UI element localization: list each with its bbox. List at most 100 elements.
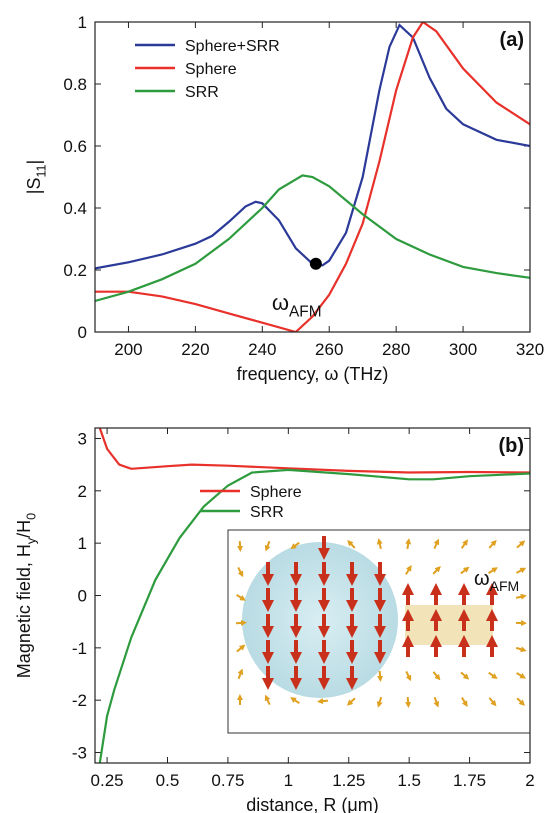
inset-arrow [317, 698, 329, 705]
inset-arrow [488, 697, 497, 707]
y-tick-label: 0.2 [63, 261, 87, 280]
x-tick-label: 1.75 [453, 771, 486, 790]
label-part: AFM [490, 578, 520, 594]
inset-arrow [376, 538, 383, 550]
inset-arrow [516, 672, 527, 679]
series-line [95, 22, 530, 332]
label-part: | [24, 160, 44, 165]
y-tick-label: 0.6 [63, 137, 87, 156]
inset-arrow [432, 671, 441, 681]
legend-label: Sphere [250, 484, 302, 501]
inset-arrow [460, 566, 470, 575]
x-tick-label: 2 [525, 771, 534, 790]
label-part: ω [474, 568, 490, 590]
plot-area [95, 22, 530, 332]
series-line [95, 23, 530, 270]
y-tick-label: -3 [72, 744, 87, 763]
legend-label: SRR [250, 504, 284, 521]
inset-arrow [488, 539, 497, 549]
y-tick-label: 0.4 [63, 199, 87, 218]
y-axis-title: Magnetic field, Hy/H0 [14, 513, 38, 678]
inset-arrow [461, 697, 468, 707]
inset-arrow [488, 671, 498, 680]
y-tick-label: -1 [72, 639, 87, 658]
y-tick-label: 0.8 [63, 75, 87, 94]
x-tick-label: 240 [248, 340, 276, 359]
inset-arrow [515, 593, 527, 600]
inset-arrow [376, 696, 383, 708]
inset-sphere [242, 542, 398, 698]
inset-arrow [405, 538, 412, 550]
inset-arrow [237, 566, 244, 578]
y-axis-title: |S11| [24, 160, 48, 194]
plot-area [98, 428, 530, 763]
inset-arrow [236, 644, 246, 653]
x-tick-label: 220 [181, 340, 209, 359]
inset-arrow [237, 668, 244, 680]
label-part: Magnetic field, H [14, 544, 34, 678]
legend-label: SRR [185, 84, 219, 101]
legend-label: Sphere+SRR [185, 38, 280, 55]
inset-arrow [236, 594, 246, 601]
inset-arrow [346, 697, 356, 706]
series-line [95, 174, 530, 303]
x-axis-title: distance, R (μm) [246, 795, 378, 813]
inset-arrow [516, 697, 526, 706]
x-tick-label: 1.5 [397, 771, 421, 790]
inset-srr [405, 605, 493, 645]
label-part: ω [272, 290, 289, 315]
x-axis-title: frequency, ω (THz) [237, 364, 389, 384]
annotation: ωAFM [272, 290, 322, 321]
label-part: 0 [24, 513, 38, 520]
axes-frame [94, 427, 531, 764]
label-part: |S [24, 178, 44, 195]
y-tick-label: 1 [78, 13, 87, 32]
inset-arrow [515, 646, 527, 653]
inset-arrow [405, 565, 412, 575]
y-tick-label: 0 [78, 323, 87, 342]
inset-arrow [460, 671, 470, 680]
panel-label: (b) [498, 435, 524, 457]
inset-arrow [405, 670, 412, 682]
label-part: AFM [289, 303, 322, 320]
x-tick-label: 320 [516, 340, 544, 359]
inset-arrow [460, 539, 469, 549]
inset-arrow [405, 696, 412, 708]
inset-arrow [516, 540, 526, 549]
inset-arrow [377, 670, 384, 682]
axes-frame [94, 21, 531, 333]
x-tick-label: 0.75 [211, 771, 244, 790]
panel-label: (a) [500, 29, 524, 51]
inset-arrow [515, 567, 527, 574]
inset-arrow [433, 538, 440, 550]
x-tick-label: 1.25 [332, 771, 365, 790]
marker-point [309, 257, 322, 270]
inset [227, 529, 531, 734]
inset-label: ωAFM [474, 568, 519, 594]
series-line [98, 468, 530, 763]
y-tick-label: 2 [78, 482, 87, 501]
inset-arrow [290, 541, 300, 550]
x-tick-label: 0.5 [156, 771, 180, 790]
series-line [98, 428, 530, 474]
x-tick-label: 0.25 [91, 771, 124, 790]
label-part: 11 [34, 164, 48, 177]
inset-arrow [432, 565, 441, 575]
y-tick-label: 0 [78, 587, 87, 606]
legend-label: Sphere [185, 61, 237, 78]
x-tick-label: 1 [284, 771, 293, 790]
x-tick-label: 260 [315, 340, 343, 359]
inset-arrow [488, 567, 498, 574]
inset-arrow [264, 694, 271, 706]
y-tick-label: -2 [72, 691, 87, 710]
inset-arrow [237, 540, 244, 552]
label-part: y [24, 537, 38, 544]
label-part: /H [14, 520, 34, 538]
inset-arrow [433, 696, 440, 708]
x-tick-label: 200 [114, 340, 142, 359]
inset-arrow [264, 540, 271, 552]
x-tick-label: 300 [449, 340, 477, 359]
inset-arrow [347, 539, 356, 549]
